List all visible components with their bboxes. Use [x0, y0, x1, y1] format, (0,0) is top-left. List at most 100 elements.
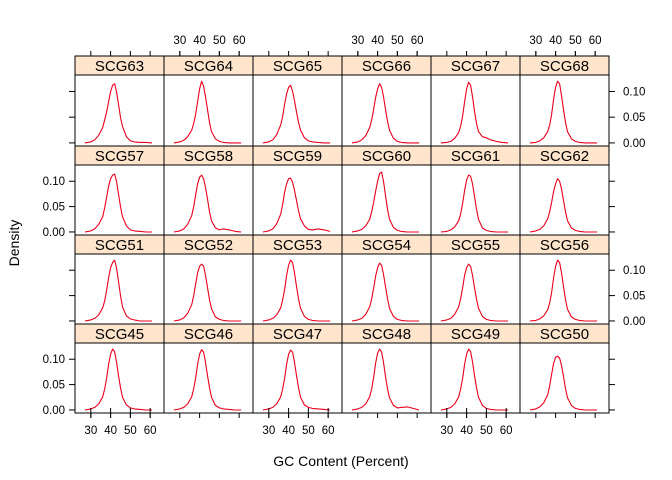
density-line — [84, 348, 153, 411]
density-line — [84, 259, 153, 322]
density-line — [84, 173, 153, 233]
panel-scg63: SCG63 — [74, 55, 165, 147]
density-line — [351, 262, 420, 322]
density-line — [262, 177, 331, 233]
panel-frame — [519, 323, 610, 414]
y-tick-label-right: 0.05 — [623, 112, 645, 124]
panel-strip-label: SCG68 — [540, 58, 589, 75]
x-tick-label: 50 — [480, 425, 493, 437]
y-tick-label-right: 0.10 — [623, 265, 645, 277]
panel-scg52: SCG52 — [163, 234, 254, 325]
panel-scg59: SCG59 — [252, 145, 343, 236]
x-tick-label: 60 — [144, 425, 157, 437]
y-tick-label-left: 0.05 — [43, 202, 65, 214]
x-tick-label-top: 30 — [529, 35, 542, 47]
panel-scg62: SCG62 — [519, 145, 610, 236]
panel-scg58: SCG58 — [163, 145, 254, 236]
panel-strip-label: SCG59 — [273, 148, 322, 165]
panel-strip-label: SCG54 — [362, 237, 411, 254]
panel-strip-label: SCG45 — [95, 326, 144, 343]
panel-scg49: SCG49 — [430, 323, 521, 414]
panel-strip-label: SCG58 — [184, 148, 233, 165]
panel-scg45: SCG45 — [74, 323, 165, 414]
density-line — [529, 259, 598, 322]
panel-scg54: SCG54 — [341, 234, 432, 325]
panel-strip-label: SCG52 — [184, 237, 233, 254]
panel-strip-label: SCG50 — [540, 326, 589, 343]
panel-strip-label: SCG65 — [273, 58, 322, 75]
density-line — [84, 83, 153, 144]
axes-layer: 30 40 50 60 30 40 50 60 30 40 50 60 30 40 50 60 30 40 50 60… — [43, 35, 646, 437]
panel-strip-label: SCG61 — [451, 148, 500, 165]
x-tick-label-top: 30 — [173, 35, 186, 47]
panel-strip-label: SCG47 — [273, 326, 322, 343]
panel-strip-label: SCG66 — [362, 58, 411, 75]
panel-strip-label: SCG63 — [95, 58, 144, 75]
x-tick-label-top: 50 — [213, 35, 226, 47]
panel-scg55: SCG55 — [430, 234, 521, 325]
y-tick-label-left: 0.10 — [43, 176, 65, 188]
panel-strip-label: SCG62 — [540, 148, 589, 165]
density-line — [529, 178, 598, 233]
panel-scg66: SCG66 — [341, 55, 432, 147]
y-tick-label-left: 0.00 — [43, 227, 65, 239]
density-line — [173, 80, 242, 144]
density-line — [262, 84, 331, 144]
panel-scg53: SCG53 — [252, 234, 343, 325]
density-line — [440, 348, 509, 411]
y-tick-label-right: 0.00 — [623, 316, 645, 328]
panel-scg51: SCG51 — [74, 234, 165, 325]
x-tick-label-top: 30 — [351, 35, 364, 47]
panel-scg56: SCG56 — [519, 234, 610, 325]
panel-scg48: SCG48 — [341, 323, 432, 414]
panel-strip-label: SCG56 — [540, 237, 589, 254]
density-line — [173, 349, 242, 411]
density-line — [440, 263, 509, 322]
panel-scg68: SCG68 — [519, 55, 610, 147]
x-tick-label: 30 — [84, 425, 97, 437]
x-tick-label: 30 — [440, 425, 453, 437]
panel-strip-label: SCG64 — [184, 58, 233, 75]
y-tick-label-left: 0.10 — [43, 354, 65, 366]
x-tick-label: 40 — [104, 425, 117, 437]
x-axis-title: GC Content (Percent) — [273, 453, 408, 469]
y-tick-label-right: 0.10 — [623, 86, 645, 98]
x-tick-label-top: 40 — [371, 35, 384, 47]
density-line — [173, 263, 242, 322]
panels-layer: SCG63 SCG64 SCG65 SCG66 SCG67 SCG68 SCG57 SCG58… — [74, 55, 610, 414]
density-line — [351, 83, 420, 144]
x-tick-label-top: 40 — [193, 35, 206, 47]
panel-scg60: SCG60 — [341, 145, 432, 236]
x-tick-label: 60 — [500, 425, 513, 437]
y-tick-label-left: 0.05 — [43, 380, 65, 392]
panel-strip-label: SCG49 — [451, 326, 500, 343]
y-tick-label-left: 0.00 — [43, 405, 65, 417]
panel-strip-label: SCG67 — [451, 58, 500, 75]
panel-strip-label: SCG51 — [95, 237, 144, 254]
panel-strip-label: SCG60 — [362, 148, 411, 165]
x-tick-label-top: 60 — [589, 35, 602, 47]
density-line — [351, 171, 420, 233]
y-tick-label-right: 0.00 — [623, 138, 645, 150]
panel-strip-label: SCG48 — [362, 326, 411, 343]
density-line — [262, 259, 331, 322]
panel-strip-label: SCG57 — [95, 148, 144, 165]
density-line — [262, 349, 331, 411]
density-line — [440, 174, 509, 233]
density-line — [351, 348, 420, 411]
panel-scg47: SCG47 — [252, 323, 343, 414]
x-tick-label: 40 — [460, 425, 473, 437]
panel-strip-label: SCG55 — [451, 237, 500, 254]
panel-scg57: SCG57 — [74, 145, 165, 236]
x-tick-label: 60 — [322, 425, 335, 437]
x-tick-label: 50 — [302, 425, 315, 437]
x-tick-label: 30 — [262, 425, 275, 437]
x-tick-label: 50 — [124, 425, 137, 437]
panel-scg50: SCG50 — [519, 323, 610, 414]
density-line — [173, 174, 242, 233]
density-line — [529, 355, 598, 411]
x-tick-label-top: 60 — [233, 35, 246, 47]
x-tick-label-top: 40 — [549, 35, 562, 47]
density-line — [529, 80, 598, 144]
